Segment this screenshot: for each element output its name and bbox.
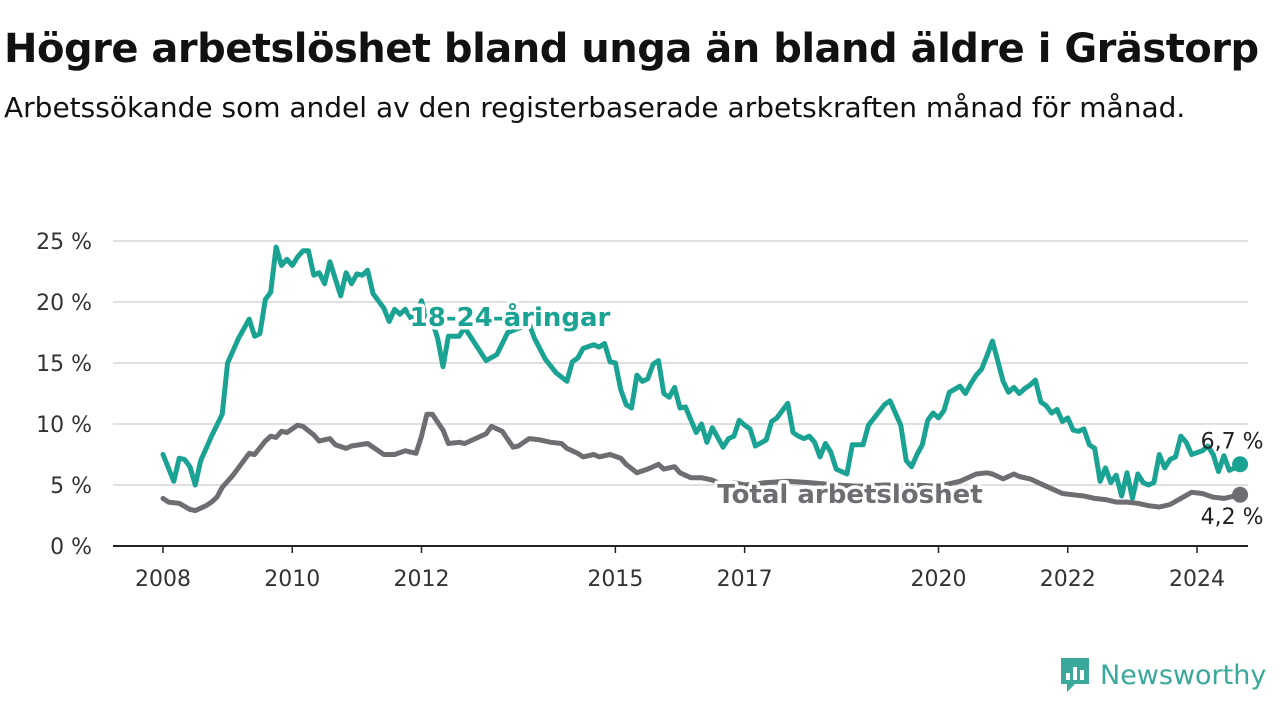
x-tick-label: 2017 [717,567,773,592]
chart-title: Högre arbetslöshet bland unga än bland ä… [4,26,1259,72]
grid-lines [113,240,1248,486]
y-tick-label: 0 % [50,535,92,560]
x-tick-label: 2024 [1169,567,1225,592]
y-tick-label: 25 % [36,230,92,255]
line-chart: 0 %5 %10 %15 %20 %25 % 2008 2010 2012 2015 2… [36,230,1264,592]
newsworthy-logo-icon [1061,658,1089,692]
x-tick-label: 2010 [264,567,320,592]
series-line [160,411,1243,514]
series-end-label: 6,7 % [1201,429,1264,454]
series-line [160,244,1243,501]
x-tick-label: 2020 [911,567,967,592]
y-tick-label: 5 % [50,474,92,499]
series-lines [160,244,1249,514]
series-name-label: 18-24-åringar [410,301,611,333]
series-end-marker [1232,486,1249,503]
x-tick-label: 2022 [1040,567,1096,592]
series-end-label: 4,2 % [1201,505,1264,530]
y-tick-label: 20 % [36,291,92,316]
series-end-marker [1232,456,1249,473]
x-tick-label: 2015 [587,567,643,592]
x-axis: 2008 2010 2012 2015 2017 2020 2022 2024 [113,545,1248,592]
y-tick-label: 15 % [36,352,92,377]
series-name-label: Total arbetslöshet [717,480,982,510]
chart-subtitle: Arbetssökande som andel av den registerb… [4,91,1186,124]
y-tick-label: 10 % [36,413,92,438]
y-axis: 0 % 5 % 10 % 15 % 20 % 25 % [36,230,92,560]
brand-logo: Newsworthy [1058,655,1266,695]
x-tick-label: 2012 [394,567,450,592]
x-tick-label: 2008 [135,567,191,592]
brand-name: Newsworthy [1100,659,1267,691]
series-labels: 6,7 % 4,2 % 18-24-åringar Total arbetslöshe… [406,298,1264,530]
